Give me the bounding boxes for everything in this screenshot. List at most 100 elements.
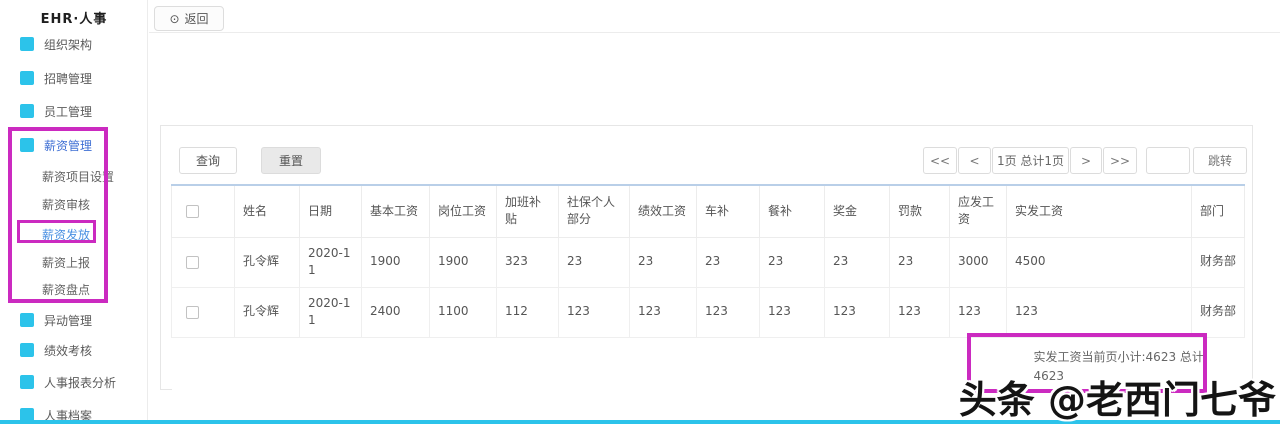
column-header: 基本工资 bbox=[361, 185, 430, 238]
select-all-checkbox[interactable] bbox=[186, 204, 199, 218]
pagination-next-button[interactable]: > bbox=[1070, 147, 1102, 174]
sidebar-item-salary-management[interactable]: 薪资管理 bbox=[0, 135, 148, 155]
table-row: 孔令辉 2020-11 2400 1100 112 123 123 123 12… bbox=[171, 286, 1245, 338]
cell-post-salary: 1900 bbox=[429, 236, 497, 288]
sidebar-item-organization[interactable]: 组织架构 bbox=[0, 34, 148, 54]
bottom-accent-bar bbox=[0, 420, 1280, 424]
table-header-row: 姓名 日期 基本工资 岗位工资 加班补贴 社保个人部分 绩效工资 车补 餐补 奖… bbox=[171, 185, 1245, 238]
sidebar-item-transfer[interactable]: 异动管理 bbox=[0, 310, 148, 330]
cell-base-salary: 1900 bbox=[361, 236, 430, 288]
sidebar-item-hr-report-analysis[interactable]: 人事报表分析 bbox=[0, 372, 148, 392]
cell-actual-salary: 123 bbox=[1006, 286, 1192, 338]
cell-payable-salary: 3000 bbox=[949, 236, 1007, 288]
pagination-prev-button[interactable]: < bbox=[958, 147, 991, 174]
cell-post-salary: 1100 bbox=[429, 286, 497, 338]
cell-bonus: 123 bbox=[824, 286, 890, 338]
sidebar-item-salary-review[interactable]: 薪资审核 bbox=[0, 194, 148, 214]
query-button[interactable]: 查询 bbox=[179, 147, 237, 174]
back-button[interactable]: ⊙ 返回 bbox=[154, 6, 224, 31]
cell-name: 孔令辉 bbox=[234, 286, 300, 338]
column-header: 岗位工资 bbox=[429, 185, 497, 238]
cell-overtime-allowance: 323 bbox=[496, 236, 559, 288]
sidebar-item-label: 薪资管理 bbox=[44, 138, 93, 153]
menu-square-icon bbox=[20, 37, 34, 51]
sidebar-item-label: 招聘管理 bbox=[44, 71, 93, 86]
pagination-page-info: 1页 总计1页 bbox=[992, 147, 1069, 174]
pagination-first-button[interactable]: << bbox=[923, 147, 957, 174]
cell-date: 2020-11 bbox=[299, 286, 362, 338]
cell-social-insurance: 23 bbox=[558, 236, 630, 288]
summary-cell: 实发工资当前页小计:4623 总计:4623 bbox=[171, 337, 1245, 390]
header-checkbox-cell bbox=[171, 185, 235, 238]
sidebar-item-label: 异动管理 bbox=[44, 313, 93, 328]
column-header: 应发工资 bbox=[949, 185, 1007, 238]
sidebar-item-salary-item-settings[interactable]: 薪资项目设置 bbox=[0, 166, 148, 186]
menu-square-icon bbox=[20, 71, 34, 85]
cell-performance-salary: 123 bbox=[629, 286, 697, 338]
sidebar-item-performance[interactable]: 绩效考核 bbox=[0, 340, 148, 360]
cell-meal-allowance: 123 bbox=[759, 286, 825, 338]
salary-table: 姓名 日期 基本工资 岗位工资 加班补贴 社保个人部分 绩效工资 车补 餐补 奖… bbox=[171, 184, 1245, 390]
column-header: 社保个人部分 bbox=[558, 185, 630, 238]
reset-button[interactable]: 重置 bbox=[261, 147, 321, 174]
sidebar-item-salary-payment[interactable]: 薪资发放 bbox=[0, 224, 148, 244]
sidebar-item-employee[interactable]: 员工管理 bbox=[0, 101, 148, 121]
sidebar-item-label: 薪资上报 bbox=[42, 255, 91, 270]
sidebar-item-label: 组织架构 bbox=[44, 37, 93, 52]
actual-salary-total-text: 实发工资当前页小计:4623 总计:4623 bbox=[1033, 349, 1208, 383]
menu-square-icon bbox=[20, 313, 34, 327]
column-header: 车补 bbox=[696, 185, 760, 238]
sidebar-item-label: 薪资审核 bbox=[42, 197, 91, 212]
table-row: 孔令辉 2020-11 1900 1900 323 23 23 23 23 23… bbox=[171, 236, 1245, 288]
cell-social-insurance: 123 bbox=[558, 286, 630, 338]
menu-square-icon bbox=[20, 375, 34, 389]
content-card: 查询 重置 << < 1页 总计1页 > >> 跳转 姓名 日期 基本工资 bbox=[160, 125, 1253, 390]
topbar: ⊙ 返回 bbox=[149, 0, 1280, 33]
pagination-jump-input[interactable] bbox=[1146, 147, 1190, 174]
cell-payable-salary: 123 bbox=[949, 286, 1007, 338]
back-button-label: 返回 bbox=[184, 12, 209, 26]
sidebar-item-hr-files[interactable]: 人事档案 bbox=[0, 405, 148, 424]
annotation-box-salary-payment-item bbox=[17, 220, 96, 243]
sidebar-item-salary-report[interactable]: 薪资上报 bbox=[0, 252, 148, 272]
app-title: EHR·人事 bbox=[40, 12, 108, 27]
row-checkbox[interactable] bbox=[186, 305, 199, 319]
row-checkbox-cell bbox=[171, 286, 235, 338]
cell-date: 2020-11 bbox=[299, 236, 362, 288]
pagination-last-button[interactable]: >> bbox=[1103, 147, 1137, 174]
cell-department: 财务部 bbox=[1191, 236, 1245, 288]
summary-row: 实发工资当前页小计:4623 总计:4623 bbox=[171, 337, 1245, 390]
cell-actual-salary: 4500 bbox=[1006, 236, 1192, 288]
cell-car-allowance: 23 bbox=[696, 236, 760, 288]
column-header: 餐补 bbox=[759, 185, 825, 238]
sidebar-item-recruitment[interactable]: 招聘管理 bbox=[0, 68, 148, 88]
cell-meal-allowance: 23 bbox=[759, 236, 825, 288]
cell-fine: 23 bbox=[889, 236, 950, 288]
cell-name: 孔令辉 bbox=[234, 236, 300, 288]
sidebar-item-label: 人事报表分析 bbox=[44, 375, 117, 390]
column-header: 加班补贴 bbox=[496, 185, 559, 238]
row-checkbox[interactable] bbox=[186, 255, 199, 269]
column-header: 姓名 bbox=[234, 185, 300, 238]
menu-square-icon bbox=[20, 138, 34, 152]
sidebar: EHR·人事 组织架构 招聘管理 员工管理 薪资管理 薪资项目设置 薪资审核 薪… bbox=[0, 0, 148, 424]
cell-bonus: 23 bbox=[824, 236, 890, 288]
sidebar-item-label: 绩效考核 bbox=[44, 343, 93, 358]
cell-car-allowance: 123 bbox=[696, 286, 760, 338]
sidebar-item-salary-check[interactable]: 薪资盘点 bbox=[0, 279, 148, 299]
pagination-jump-button[interactable]: 跳转 bbox=[1193, 147, 1247, 174]
row-checkbox-cell bbox=[171, 236, 235, 288]
column-header: 日期 bbox=[299, 185, 362, 238]
toutiao-watermark: 头条 @老西门七爷 bbox=[958, 378, 1276, 422]
cell-fine: 123 bbox=[889, 286, 950, 338]
column-header: 实发工资 bbox=[1006, 185, 1192, 238]
menu-square-icon bbox=[20, 408, 34, 422]
column-header: 部门 bbox=[1191, 185, 1245, 238]
sidebar-item-label: 人事档案 bbox=[44, 408, 93, 423]
cell-department: 财务部 bbox=[1191, 286, 1245, 338]
sidebar-item-label: 薪资盘点 bbox=[42, 282, 91, 297]
column-header: 绩效工资 bbox=[629, 185, 697, 238]
menu-square-icon bbox=[20, 343, 34, 357]
sidebar-item-label: 员工管理 bbox=[44, 104, 93, 119]
